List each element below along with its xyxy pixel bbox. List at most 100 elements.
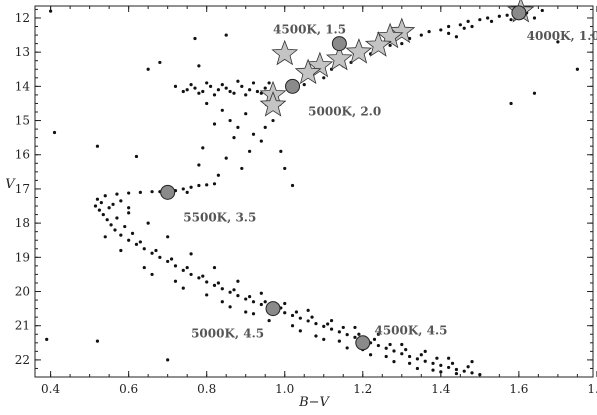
data-point xyxy=(240,166,244,171)
data-point xyxy=(540,8,544,13)
data-point xyxy=(435,356,439,360)
data-point xyxy=(127,191,131,195)
data-point xyxy=(166,358,170,362)
circle-marker xyxy=(511,5,527,21)
data-point xyxy=(392,349,396,353)
data-point xyxy=(400,342,404,347)
data-point xyxy=(197,64,201,68)
data-point xyxy=(439,28,443,32)
x-tick-label: 1.8 xyxy=(587,382,597,396)
data-point xyxy=(298,329,302,333)
data-point xyxy=(189,83,193,87)
data-point xyxy=(466,19,470,23)
data-point xyxy=(298,316,302,320)
x-tick-label: 0.4 xyxy=(41,382,60,396)
data-point xyxy=(173,264,178,268)
data-point xyxy=(138,190,142,194)
circle-marker xyxy=(285,78,301,94)
data-point xyxy=(232,136,236,140)
data-point xyxy=(384,346,388,350)
data-point xyxy=(447,31,451,35)
data-point xyxy=(575,67,579,71)
data-point xyxy=(259,291,263,295)
x-tick-label: 0.8 xyxy=(197,382,216,396)
data-point xyxy=(193,36,197,41)
data-point xyxy=(251,300,256,304)
data-point xyxy=(431,361,435,365)
star-marker xyxy=(271,39,299,66)
data-point xyxy=(447,365,451,370)
y-tick-label: 17 xyxy=(15,182,30,196)
data-point xyxy=(532,91,537,95)
annotation-label: 4500K, 4.5 xyxy=(374,323,447,337)
annotation-label: 5000K, 2.0 xyxy=(308,104,381,118)
data-point xyxy=(478,373,482,377)
data-point xyxy=(345,333,349,337)
data-point xyxy=(310,315,314,319)
data-point xyxy=(220,300,224,304)
data-point xyxy=(138,240,142,244)
data-point xyxy=(329,327,334,331)
data-point xyxy=(232,91,236,95)
data-point xyxy=(505,13,509,17)
data-point xyxy=(197,91,201,95)
data-point xyxy=(470,371,474,375)
data-point xyxy=(224,156,228,160)
data-point xyxy=(462,26,466,30)
data-point xyxy=(415,366,420,371)
data-point xyxy=(419,33,423,37)
data-point xyxy=(244,310,248,314)
data-point xyxy=(185,190,189,194)
data-point xyxy=(224,33,228,37)
data-point xyxy=(142,265,146,270)
data-point xyxy=(228,305,232,309)
data-point xyxy=(197,183,201,188)
data-point xyxy=(419,353,423,357)
data-point xyxy=(345,346,349,350)
y-tick-label: 18 xyxy=(15,216,30,230)
data-point xyxy=(400,352,404,356)
data-point xyxy=(450,361,455,365)
data-point xyxy=(462,369,466,373)
data-point xyxy=(454,35,459,39)
data-point xyxy=(93,204,98,208)
data-point xyxy=(251,132,256,136)
data-point xyxy=(49,9,53,13)
annotation-label: 5000K, 4.5 xyxy=(191,327,264,341)
data-point xyxy=(185,265,189,270)
data-point xyxy=(415,357,420,361)
data-point xyxy=(127,238,131,242)
data-point xyxy=(240,84,244,88)
data-point xyxy=(454,367,459,372)
data-point xyxy=(111,202,115,206)
data-point xyxy=(408,361,412,365)
data-point xyxy=(173,84,178,88)
star-marker xyxy=(376,22,404,49)
data-point xyxy=(201,274,205,278)
data-point xyxy=(259,139,263,143)
data-point xyxy=(146,221,150,225)
data-point xyxy=(150,190,154,194)
data-point xyxy=(45,337,49,341)
data-point xyxy=(251,312,256,316)
data-point xyxy=(556,40,560,44)
data-point xyxy=(244,297,248,301)
data-point xyxy=(181,187,185,191)
data-point xyxy=(220,83,224,87)
data-point xyxy=(216,88,220,92)
data-point xyxy=(251,81,256,85)
data-point xyxy=(228,118,232,123)
data-point xyxy=(368,353,373,357)
data-point xyxy=(173,279,178,283)
data-point xyxy=(99,201,103,205)
data-point xyxy=(244,93,248,97)
x-tick-label: 1.2 xyxy=(353,382,372,396)
data-point xyxy=(212,265,217,270)
data-point xyxy=(228,89,232,94)
data-point xyxy=(205,81,209,85)
circle-marker xyxy=(160,184,176,200)
data-point xyxy=(290,313,295,318)
data-point xyxy=(322,324,326,328)
plot-frame xyxy=(34,5,594,378)
